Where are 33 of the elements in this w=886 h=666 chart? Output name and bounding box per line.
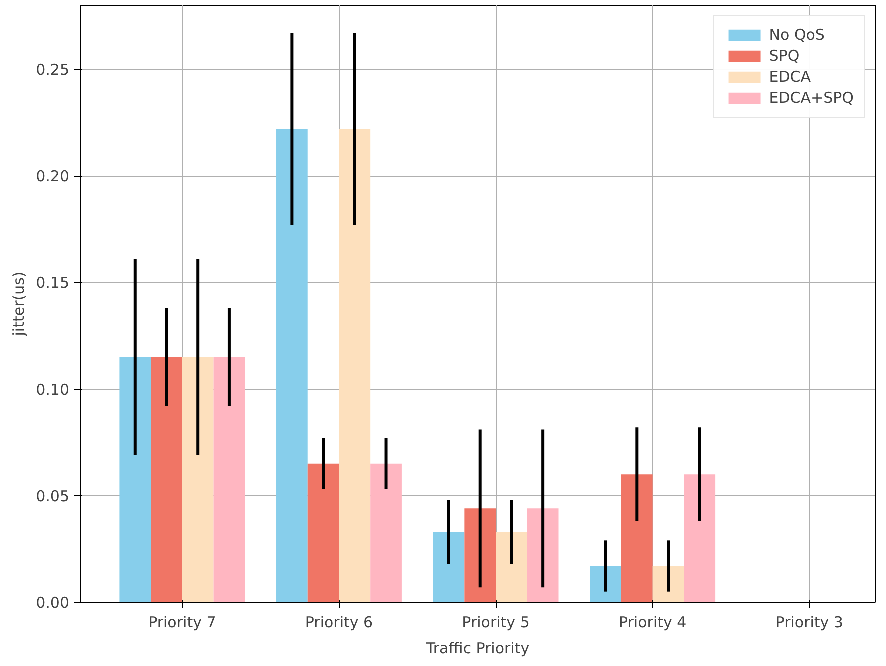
x-tick-label: Priority 5	[462, 614, 530, 632]
bar	[652, 566, 684, 602]
y-tick-label: 0.00	[36, 594, 70, 612]
bar	[590, 566, 622, 602]
y-tick-label: 0.15	[36, 274, 70, 292]
bar	[433, 532, 465, 602]
bar	[276, 129, 308, 602]
y-tick-label: 0.10	[36, 380, 70, 399]
x-tick-label: Priority 4	[618, 614, 687, 632]
bar	[214, 357, 246, 602]
y-tick-label: 0.05	[36, 487, 70, 506]
bar	[370, 464, 402, 602]
bar	[182, 357, 214, 602]
legend-label: EDCA+SPQ	[769, 89, 854, 107]
bar	[120, 357, 152, 602]
y-tick-label: 0.20	[36, 168, 70, 186]
legend-label: No QoS	[769, 26, 825, 44]
legend-label: EDCA	[769, 68, 812, 86]
x-tick-label: Priority 7	[148, 614, 216, 632]
bar	[151, 357, 182, 602]
bar	[684, 474, 716, 602]
bar	[496, 532, 528, 602]
legend-label: SPQ	[769, 47, 800, 65]
bar	[527, 508, 559, 602]
y-axis-title: jitter(us)	[10, 272, 28, 338]
y-tick-label: 0.25	[36, 60, 70, 79]
bar	[621, 474, 653, 602]
bar	[464, 508, 496, 602]
bar	[308, 464, 340, 602]
x-axis-title: Traffic Priority	[425, 640, 530, 658]
x-tick-label: Priority 3	[776, 614, 844, 632]
bar	[339, 129, 371, 602]
x-tick-label: Priority 6	[305, 614, 374, 632]
